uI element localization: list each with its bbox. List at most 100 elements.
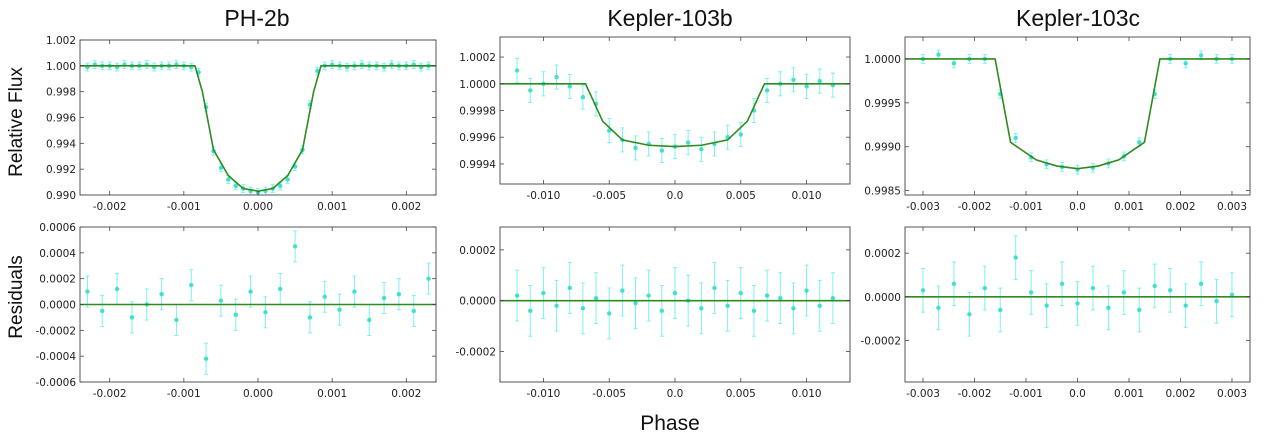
data-point [1183, 61, 1188, 66]
data-point [292, 244, 298, 249]
data-point [764, 88, 770, 93]
y-tick-label: 0.0002 [864, 248, 901, 260]
x-tick-label: -0.002 [93, 201, 127, 213]
x-tick-label: 0.0 [667, 388, 684, 400]
data-point [659, 148, 665, 153]
x-tick-label: -0.003 [906, 388, 940, 400]
data-point [1106, 305, 1111, 310]
x-tick-label: -0.010 [526, 190, 560, 202]
data-point [1152, 283, 1157, 289]
y-tick-label: 0.992 [46, 164, 76, 176]
data-point [411, 308, 416, 314]
data-point [1137, 140, 1142, 145]
x-tick-label: 0.002 [391, 388, 421, 400]
plot-area-kep103b-flux [500, 57, 850, 164]
data-point [367, 317, 372, 323]
data-point [1229, 292, 1235, 297]
x-tick-label: 0.0 [667, 190, 684, 202]
x-tick-label: 0.000 [243, 201, 273, 213]
model-line [80, 65, 436, 192]
y-tick-label: -0.0006 [35, 377, 76, 389]
data-point [567, 84, 572, 89]
y-tick-label: 0.994 [46, 138, 76, 150]
data-point [226, 177, 231, 182]
data-point [699, 306, 704, 311]
y-tick-label: 0.0002 [39, 274, 76, 286]
data-point [203, 356, 209, 361]
data-point [646, 293, 651, 298]
data-point [920, 288, 926, 293]
x-tick-label: -0.005 [592, 190, 626, 202]
y-tick-label: 0.0000 [459, 296, 496, 308]
data-point [1075, 301, 1080, 306]
data-point [352, 289, 357, 294]
y-tick-label: 0.9998 [459, 106, 496, 118]
y-tick-label: 1.000 [46, 61, 76, 73]
x-tick-label: -0.002 [958, 201, 992, 213]
data-point [528, 88, 533, 93]
data-point [322, 294, 327, 299]
data-point [738, 290, 743, 296]
data-point [817, 303, 822, 308]
data-point [633, 301, 638, 306]
data-point [672, 290, 678, 296]
x-tick-label: 0.002 [1165, 201, 1195, 213]
data-point [982, 285, 988, 291]
plot-area-ph2b-resid [80, 230, 436, 375]
data-point [85, 289, 90, 294]
y-tick-label: 0.0006 [39, 222, 76, 234]
data-point [285, 177, 290, 182]
panel-kep103c-resid: -0.003 -0.002 -0.001 0.0 0.001 0.002 0.003 -0.0… [860, 226, 1251, 400]
y-tick-label: 0.0000 [864, 292, 901, 304]
model-line [905, 58, 1250, 170]
data-point [307, 315, 313, 320]
model-line [500, 82, 850, 148]
x-tick-label: 0.0 [1069, 201, 1086, 213]
y-tick-label: 1.0000 [864, 54, 901, 66]
x-tick-label: 0.003 [1217, 201, 1247, 213]
panels: -0.002 -0.001 0.000 0.001 0.002 0.990 0.992 0.9… [35, 35, 1251, 400]
data-point [830, 295, 836, 301]
x-tick-label: 0.002 [391, 201, 421, 213]
data-point [1214, 299, 1219, 304]
panel-kep103c-flux: -0.003 -0.002 -0.001 0.0 0.001 0.002 0.003 0.99… [864, 36, 1251, 213]
data-point [1198, 53, 1204, 58]
data-point [528, 308, 533, 314]
data-point [189, 282, 194, 288]
data-point [936, 52, 941, 57]
data-point [159, 291, 164, 297]
data-point [541, 290, 546, 296]
x-tick-label: 0.010 [792, 388, 822, 400]
y-tick-label: 0.9996 [459, 132, 496, 144]
panel-kep103b-resid: -0.010 -0.005 0.0 0.005 0.010 -0.0002 0.0000 0.… [455, 226, 851, 400]
data-point [567, 285, 572, 291]
data-point [426, 276, 431, 281]
panel-ph2b-resid: -0.002 -0.001 0.000 0.001 0.002 -0.0006 -0.000… [35, 222, 437, 400]
ylabel-residuals: Residuals [6, 255, 27, 338]
x-tick-label: -0.003 [906, 201, 940, 213]
data-point [751, 308, 757, 314]
data-point [778, 295, 783, 301]
panel-kep103b-flux: -0.010 -0.005 0.0 0.005 0.010 0.9994 0.9996 0.9… [459, 36, 851, 202]
data-point [725, 303, 730, 308]
x-tick-label: -0.002 [93, 388, 127, 400]
x-tick-label: 0.001 [1114, 388, 1144, 400]
data-point [174, 317, 179, 323]
data-point [278, 286, 283, 292]
data-point [218, 165, 224, 171]
data-point [100, 308, 105, 314]
data-point [1167, 288, 1173, 293]
data-point [712, 285, 717, 291]
data-point [1028, 290, 1034, 295]
data-point [554, 74, 559, 80]
data-point [129, 315, 135, 320]
y-tick-label: -0.0002 [35, 325, 76, 337]
data-point [381, 295, 387, 301]
x-tick-label: 0.003 [1217, 388, 1247, 400]
y-tick-label: 1.0002 [459, 52, 496, 64]
data-point [791, 306, 796, 311]
data-point [114, 286, 120, 292]
y-tick-label: 0.998 [46, 87, 76, 99]
data-point [620, 288, 625, 293]
